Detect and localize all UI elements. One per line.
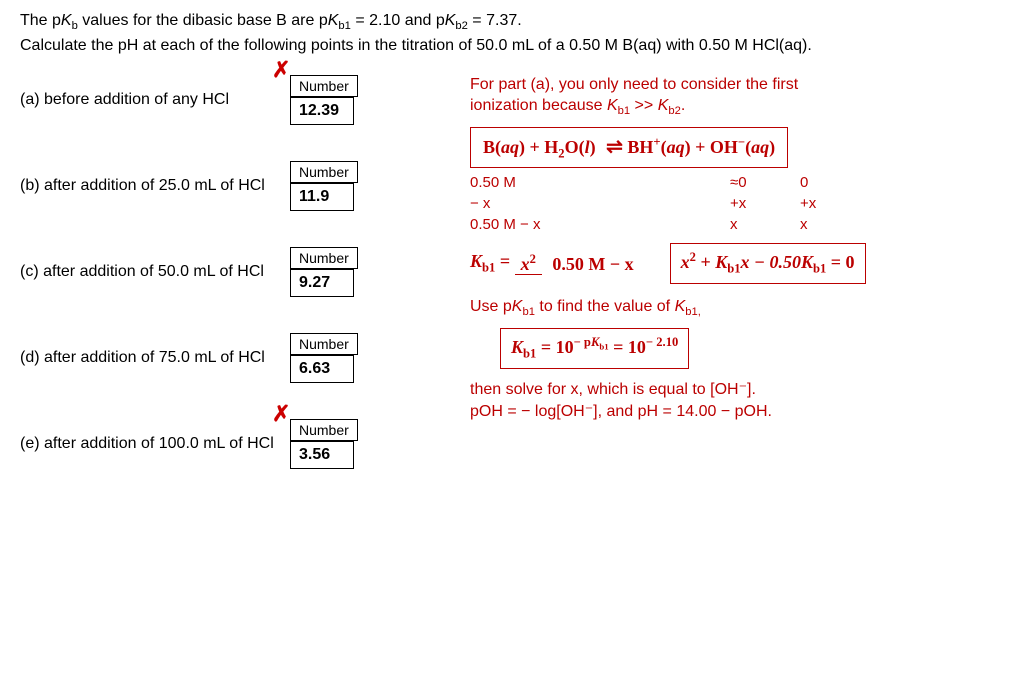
quadratic-box: x2 + Kb1x − 0.50Kb1 = 0 (670, 243, 866, 284)
hint-intro: For part (a), you only need to consider … (470, 75, 1004, 119)
part-d-row: (d) after addition of 75.0 mL of HCl Num… (20, 333, 440, 383)
kb-calc-box: Kb1 = 10− pKb1 = 10− 2.10 (500, 328, 689, 369)
intro-text: The p (20, 12, 61, 29)
hint-column: For part (a), you only need to consider … (470, 75, 1004, 505)
part-c-row: (c) after addition of 50.0 mL of HCl Num… (20, 247, 440, 297)
equilibrium-arrows-icon: ⇌ (600, 136, 623, 158)
answer-e-input[interactable]: 3.56 (290, 441, 354, 469)
problem-statement: The pKb values for the dibasic base B ar… (20, 10, 1004, 57)
part-a-label: (a) before addition of any HCl (20, 91, 290, 109)
number-header: Number (290, 333, 358, 355)
part-c-label: (c) after addition of 50.0 mL of HCl (20, 263, 290, 281)
part-d-label: (d) after addition of 75.0 mL of HCl (20, 349, 290, 367)
kb-equations-row: Kb1 = x2 0.50 M − x x2 + Kb1x − 0.50Kb1 … (470, 243, 1004, 284)
use-pkb-line: Use pKb1 to find the value of Kb1, (470, 298, 1004, 318)
answer-c-input[interactable]: 9.27 (290, 269, 354, 297)
kb-fraction: Kb1 = x2 0.50 M − x (470, 251, 640, 276)
number-header: Number (290, 161, 358, 183)
intro-line2: Calculate the pH at each of the followin… (20, 35, 1004, 57)
solve-instructions: then solve for x, which is equal to [OH⁻… (470, 379, 1004, 424)
ice-table: 0.50 M≈00 − x+x+x 0.50 M − xxx (470, 174, 1004, 233)
part-e-row: (e) after addition of 100.0 mL of HCl ✗ … (20, 419, 440, 469)
part-e-label: (e) after addition of 100.0 mL of HCl (20, 435, 290, 453)
answer-a-input[interactable]: 12.39 (290, 97, 354, 125)
wrong-icon: ✗ (272, 57, 290, 83)
number-header: Number (290, 247, 358, 269)
part-b-label: (b) after addition of 25.0 mL of HCl (20, 177, 290, 195)
part-a-row: (a) before addition of any HCl ✗ Number … (20, 75, 440, 125)
answer-b-input[interactable]: 11.9 (290, 183, 354, 211)
wrong-icon: ✗ (272, 401, 290, 427)
reaction-equation: B(aq) + H2O(l) ⇌ BH+(aq) + OH−(aq) (470, 127, 788, 169)
number-header: Number (290, 75, 358, 97)
part-b-row: (b) after addition of 25.0 mL of HCl Num… (20, 161, 440, 211)
answers-column: (a) before addition of any HCl ✗ Number … (20, 75, 440, 505)
answer-d-input[interactable]: 6.63 (290, 355, 354, 383)
number-header: Number (290, 419, 358, 441)
